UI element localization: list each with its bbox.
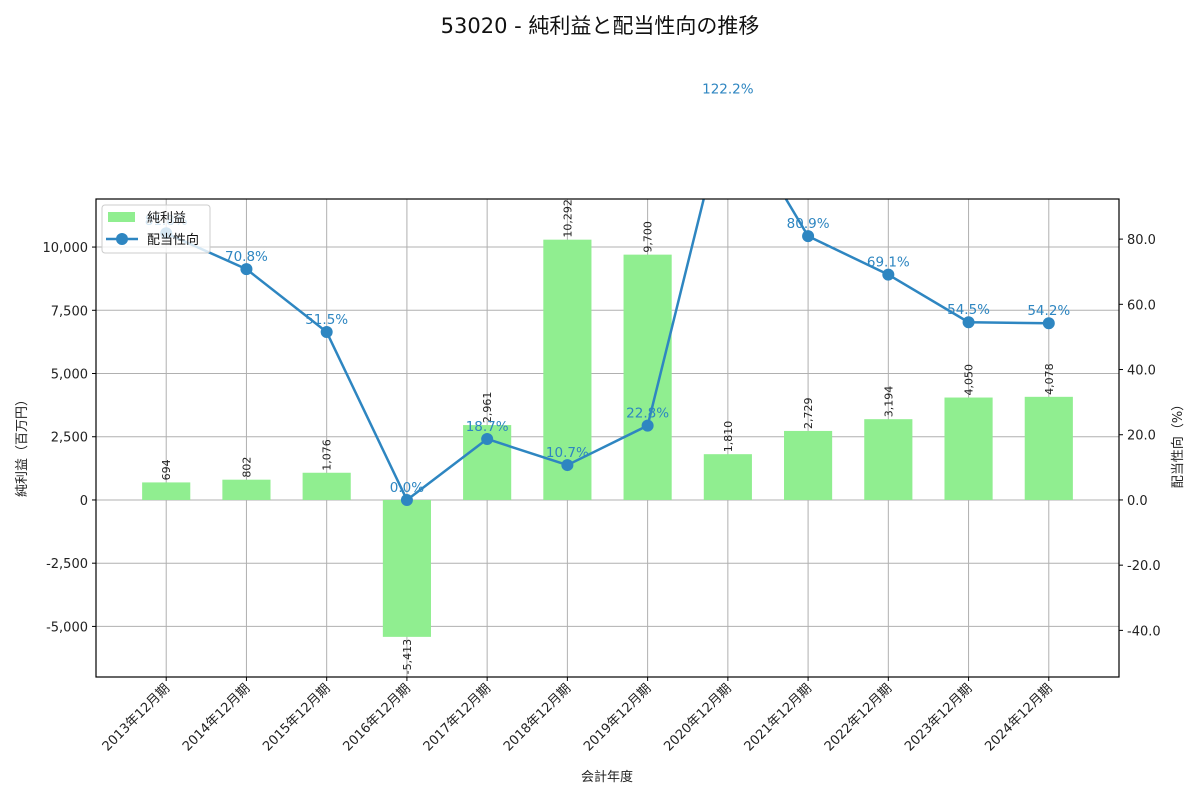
line-value-label: 69.1%	[867, 255, 910, 271]
line-value-label: 10.7%	[546, 445, 589, 461]
right-tick-label: 0.0	[1127, 494, 1148, 509]
right-tick-label: 60.0	[1127, 298, 1156, 313]
bar	[222, 479, 271, 500]
left-tick-label: 5,000	[51, 368, 88, 383]
bar-value-label: 4,078	[1043, 363, 1056, 395]
bar	[302, 472, 351, 500]
bar-value-label: 3,194	[882, 386, 895, 418]
right-tick-label: -20.0	[1127, 559, 1161, 574]
left-axis: 10,000 7,500 5,000 2,500 0 -2,500 -5,000	[43, 241, 96, 635]
bar	[703, 454, 752, 500]
line-value-label: 122.2%	[702, 82, 754, 98]
bar	[864, 419, 913, 500]
legend-bar-swatch	[108, 212, 135, 222]
line-marker	[320, 326, 333, 339]
line-labels: 81.8%70.8%51.5%0.0%18.7%10.7%22.8%122.2%…	[145, 82, 1071, 496]
bar	[784, 430, 833, 500]
bar-value-label: 1,810	[722, 421, 735, 453]
line-series	[160, 199, 1055, 506]
bar-value-label: 1,076	[321, 439, 334, 471]
x-tick-label: 2021年12月期	[742, 681, 815, 754]
right-axis-title: 配当性向（%）	[1170, 398, 1186, 488]
legend-line-marker	[116, 233, 128, 245]
line-marker	[882, 268, 895, 281]
line-value-label: 80.9%	[787, 216, 830, 232]
left-tick-label: 7,500	[51, 304, 88, 319]
line-value-label: 22.8%	[626, 406, 669, 422]
bar-value-label: 4,050	[963, 364, 976, 396]
bar	[623, 254, 672, 500]
line-marker	[962, 316, 975, 329]
bar	[382, 499, 431, 637]
bar-value-label: 802	[240, 457, 253, 478]
left-tick-label: 2,500	[51, 431, 88, 446]
left-tick-label: 0	[80, 494, 88, 509]
line-value-label: 0.0%	[390, 480, 424, 496]
line-marker	[802, 230, 815, 243]
bar-series: 694 802 1,076 -5,413 2,961 10,292 9,700 1,810 2,…	[142, 199, 1073, 674]
bar	[944, 397, 993, 500]
right-tick-label: 40.0	[1127, 364, 1156, 379]
x-axis-title: 会計年度	[581, 769, 633, 785]
line-value-label: 51.5%	[305, 312, 348, 328]
right-tick-label: -40.0	[1127, 624, 1161, 639]
right-axis: 80.0 60.0 40.0 20.0 0.0 -20.0 -40.0	[1119, 233, 1161, 639]
line-value-label: 54.5%	[947, 302, 990, 318]
bar-value-label: 9,700	[642, 221, 655, 253]
bar	[142, 482, 191, 500]
x-tick-label: 2017年12月期	[421, 681, 494, 754]
legend-bar-label: 純利益	[147, 211, 186, 226]
right-tick-label: 20.0	[1127, 429, 1156, 444]
bar-value-label: -5,413	[401, 639, 414, 674]
bar-value-label: 2,961	[481, 392, 494, 424]
x-tick-label: 2023年12月期	[902, 681, 975, 754]
line-value-label: 18.7%	[466, 419, 509, 435]
x-tick-label: 2016年12月期	[340, 681, 413, 754]
x-tick-label: 2013年12月期	[100, 681, 173, 754]
plot-frame	[95, 198, 1120, 678]
line-marker	[240, 263, 253, 276]
line-marker	[481, 432, 494, 445]
bar	[1024, 396, 1073, 500]
x-tick-label: 2020年12月期	[661, 681, 734, 754]
left-axis-title: 純利益（百万円）	[15, 393, 30, 497]
line-marker	[400, 493, 413, 506]
bar-value-label: 2,729	[802, 397, 815, 429]
x-tick-label: 2018年12月期	[501, 681, 574, 754]
x-tick-label: 2019年12月期	[581, 681, 654, 754]
line-marker	[1042, 317, 1055, 330]
bar-value-label: 10,292	[561, 199, 574, 238]
left-tick-label: -2,500	[46, 557, 88, 572]
x-tick-label: 2022年12月期	[822, 681, 895, 754]
line-value-label: 54.2%	[1027, 303, 1070, 319]
line-marker	[561, 459, 574, 472]
legend-line-label: 配当性向	[147, 232, 199, 248]
x-tick-label: 2015年12月期	[260, 681, 333, 754]
x-tick-label: 2014年12月期	[180, 681, 253, 754]
left-tick-label: -5,000	[46, 620, 88, 635]
x-axis: 2013年12月期 2014年12月期 2015年12月期 2016年12月期 2017…	[100, 677, 1056, 755]
bar-value-label: 694	[160, 459, 173, 480]
right-tick-label: 80.0	[1127, 233, 1156, 248]
line-value-label: 70.8%	[225, 249, 268, 265]
chart-title: 53020 - 純利益と配当性向の推移	[440, 14, 760, 38]
x-tick-label: 2024年12月期	[982, 681, 1055, 754]
line-marker	[641, 419, 654, 432]
left-tick-label: 10,000	[43, 241, 89, 256]
